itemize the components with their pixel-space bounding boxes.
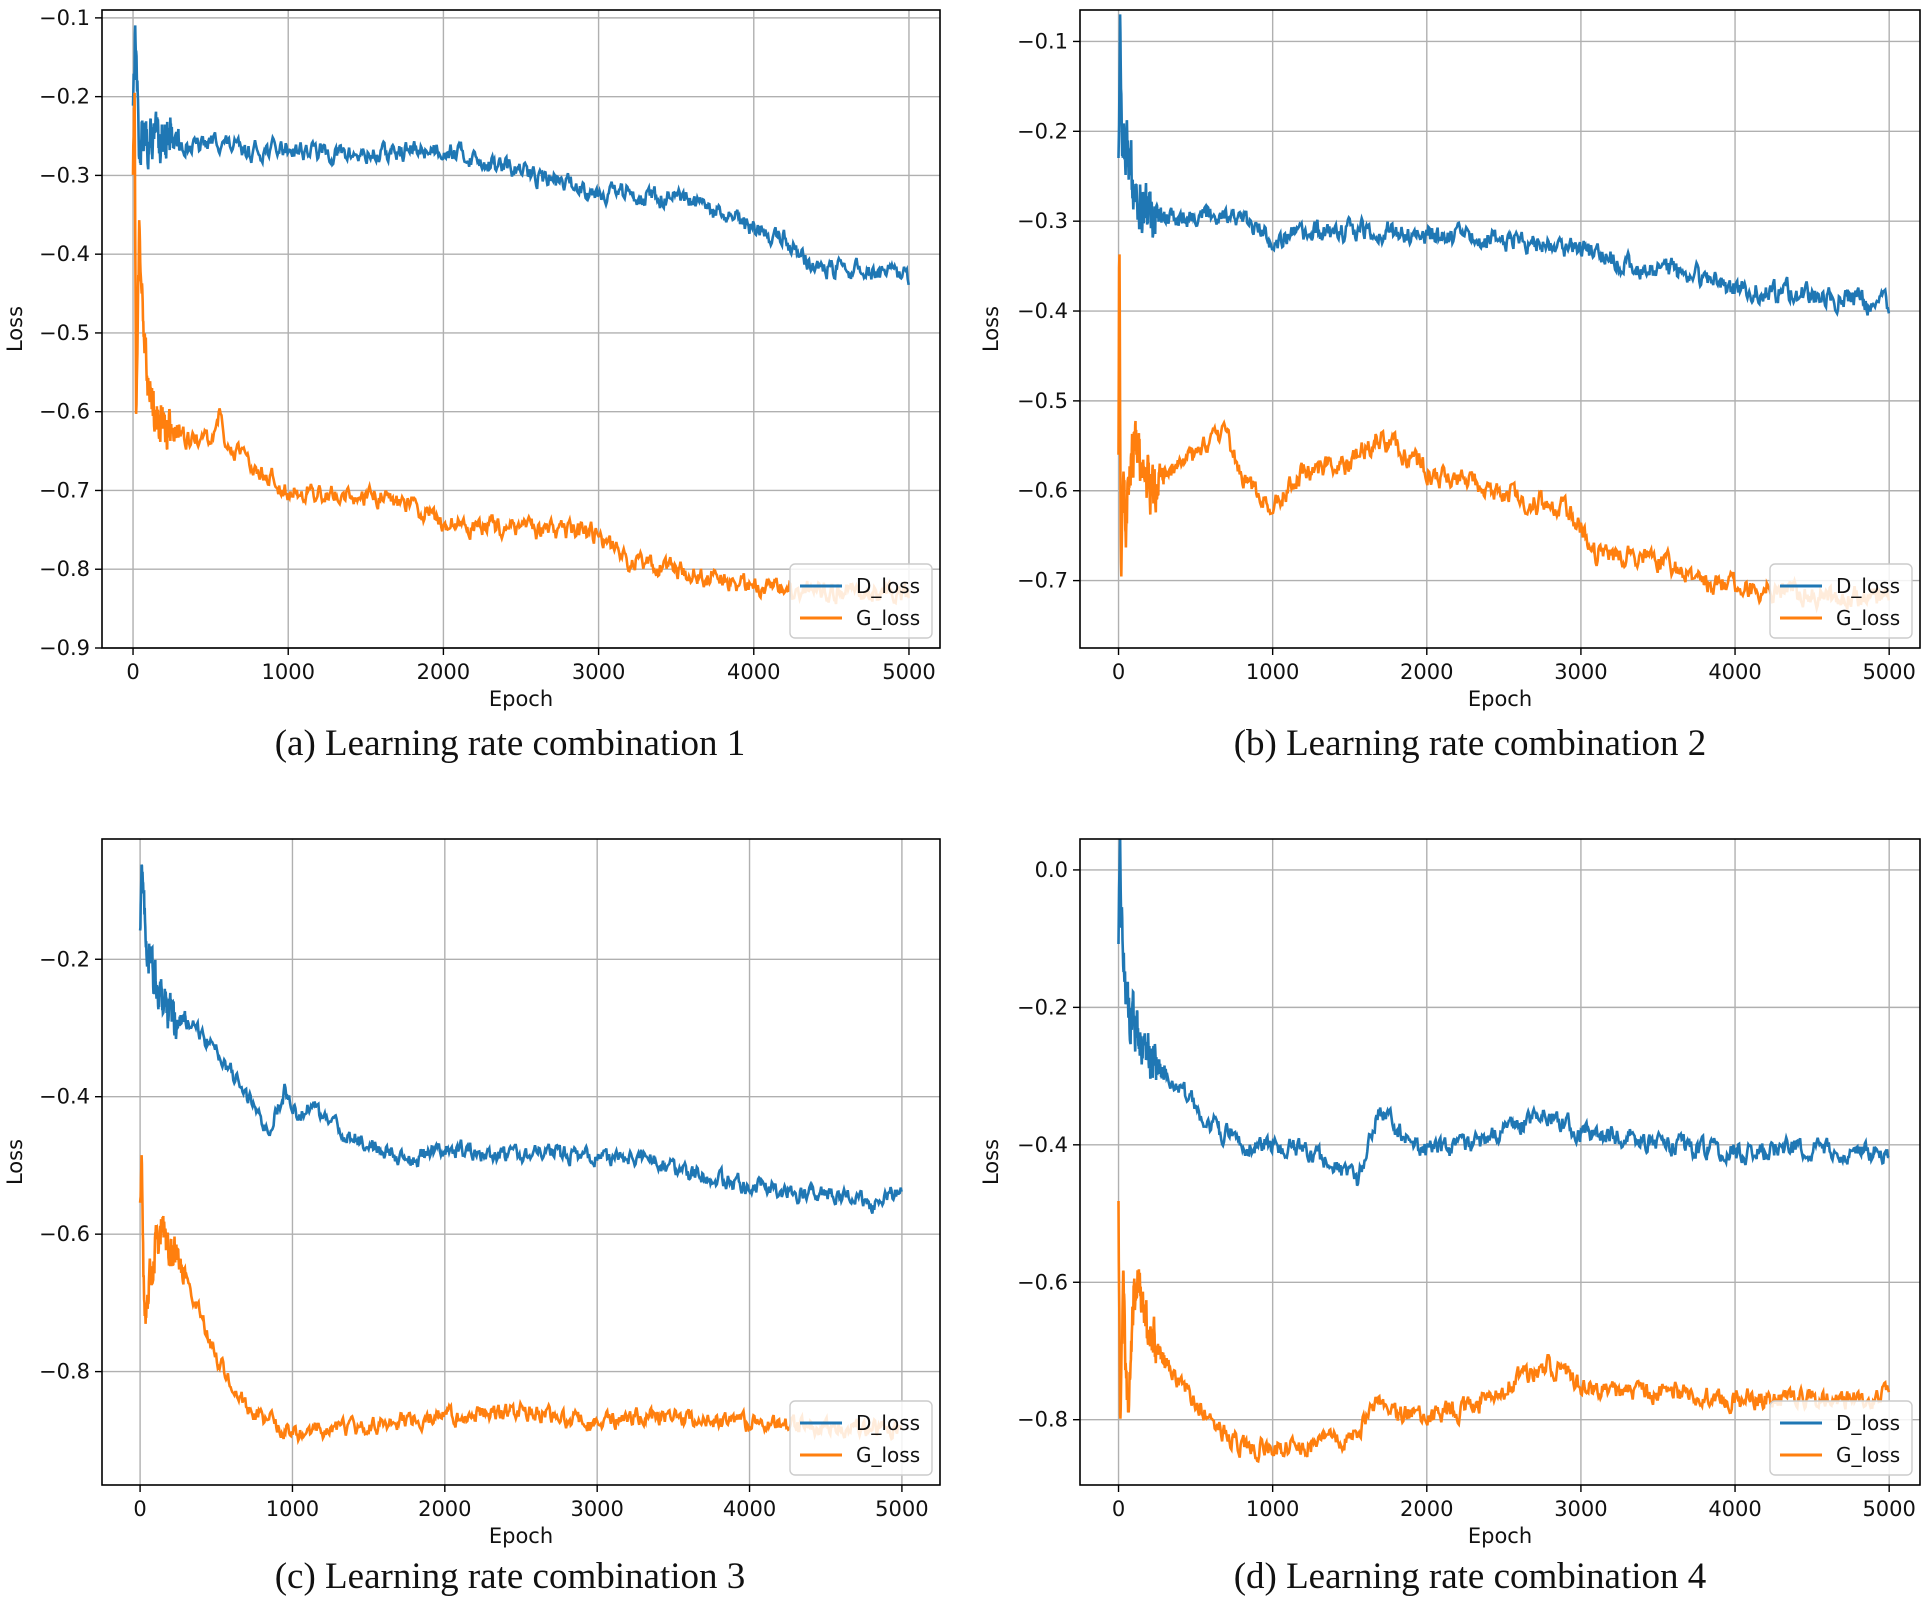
x-tick-label: 4000: [723, 1497, 776, 1521]
x-axis-label: Epoch: [1468, 687, 1532, 711]
x-tick-label: 1000: [266, 1497, 319, 1521]
y-tick-label: −0.9: [39, 636, 90, 660]
x-tick-label: 2000: [417, 660, 470, 684]
x-tick-label: 1000: [1246, 1497, 1299, 1521]
legend-label-d-loss: D_loss: [1836, 574, 1900, 598]
legend-label-g-loss: G_loss: [856, 606, 920, 630]
y-tick-label: −0.3: [1017, 209, 1068, 233]
y-tick-label: −0.4: [1017, 1133, 1068, 1157]
legend-label-d-loss: D_loss: [856, 574, 920, 598]
y-tick-label: −0.6: [39, 1222, 90, 1246]
y-tick-label: −0.2: [1017, 119, 1068, 143]
y-tick-label: −0.2: [39, 85, 90, 109]
y-tick-label: −0.8: [39, 1360, 90, 1384]
x-tick-label: 2000: [418, 1497, 471, 1521]
loss-chart-b: 0 1000 2000 3000 4000 5000 −0.7 −0.6 −0.5 −0.4 −0.…: [979, 9, 1921, 711]
legend-label-g-loss: G_loss: [1836, 1443, 1900, 1467]
x-tick-label: 5000: [882, 660, 935, 684]
series-line-d-loss: [1117, 14, 1891, 318]
loss-chart-c: 0 1000 2000 3000 4000 5000 −0.8 −0.6 −0.4 −0.2 Epo…: [3, 838, 941, 1548]
x-tick-label: 0: [126, 660, 139, 684]
y-axis-label: Loss: [3, 1139, 27, 1185]
x-axis-label: Epoch: [489, 687, 553, 711]
series-line-g-loss: [138, 1155, 903, 1446]
axes-frame: [101, 838, 941, 1486]
x-tick-label: 3000: [570, 1497, 623, 1521]
y-tick-label: −0.1: [39, 6, 90, 30]
series-line-g-loss: [1117, 1200, 1891, 1464]
y-tick-label: −0.1: [1017, 29, 1068, 53]
y-tick-label: −0.4: [1017, 299, 1068, 323]
y-tick-label: 0.0: [1035, 858, 1068, 882]
legend-label-d-loss: D_loss: [1836, 1411, 1900, 1435]
series-line-d-loss: [131, 25, 910, 286]
axes-frame: [101, 9, 941, 649]
x-axis-label: Epoch: [489, 1524, 553, 1548]
x-tick-label: 4000: [1708, 1497, 1761, 1521]
y-tick-label: −0.7: [1017, 569, 1068, 593]
y-tick-label: −0.3: [39, 163, 90, 187]
loss-chart-a: 0 1000 2000 3000 4000 5000 −0.9 −0.8 −0.7 −0.6 −0.…: [3, 6, 941, 711]
x-axis-label: Epoch: [1468, 1524, 1532, 1548]
y-tick-label: −0.6: [1017, 479, 1068, 503]
series-line-g-loss: [1117, 254, 1891, 614]
x-tick-label: 3000: [1554, 660, 1607, 684]
caption-b: (b) Learning rate combination 2: [1233, 723, 1707, 764]
y-tick-label: −0.2: [1017, 995, 1068, 1019]
caption-a: (a) Learning rate combination 1: [274, 723, 746, 764]
x-tick-label: 1000: [261, 660, 314, 684]
y-tick-label: −0.5: [1017, 389, 1068, 413]
x-tick-label: 0: [1112, 660, 1125, 684]
series-line-d-loss: [1117, 839, 1890, 1187]
x-tick-label: 4000: [1708, 660, 1761, 684]
y-tick-label: −0.8: [39, 557, 90, 581]
caption-d: (d) Learning rate combination 4: [1233, 1556, 1707, 1597]
legend-label-g-loss: G_loss: [856, 1443, 920, 1467]
x-tick-label: 0: [133, 1497, 146, 1521]
x-tick-label: 3000: [572, 660, 625, 684]
series-line-g-loss: [131, 92, 910, 606]
x-tick-label: 0: [1112, 1497, 1125, 1521]
x-tick-label: 5000: [1862, 660, 1915, 684]
legend-label-g-loss: G_loss: [1836, 606, 1900, 630]
y-tick-label: −0.2: [39, 947, 90, 971]
y-axis-label: Loss: [979, 1139, 1003, 1185]
x-tick-label: 4000: [727, 660, 780, 684]
loss-chart-d: 0 1000 2000 3000 4000 5000 −0.8 −0.6 −0.4 −0.2 0.0…: [979, 838, 1921, 1548]
x-tick-label: 2000: [1400, 660, 1453, 684]
y-axis-label: Loss: [3, 306, 27, 352]
x-tick-label: 1000: [1246, 660, 1299, 684]
y-tick-label: −0.6: [1017, 1270, 1068, 1294]
y-axis-label: Loss: [979, 306, 1003, 352]
legend-label-d-loss: D_loss: [856, 1411, 920, 1435]
x-tick-label: 5000: [1862, 1497, 1915, 1521]
caption-c: (c) Learning rate combination 3: [274, 1556, 746, 1597]
y-tick-label: −0.5: [39, 321, 90, 345]
x-tick-label: 5000: [875, 1497, 928, 1521]
y-tick-label: −0.4: [39, 1085, 90, 1109]
y-tick-label: −0.8: [1017, 1408, 1068, 1432]
y-tick-label: −0.6: [39, 400, 90, 424]
y-tick-label: −0.4: [39, 242, 90, 266]
axes-frame: [1079, 838, 1921, 1486]
series-line-d-loss: [138, 864, 903, 1214]
y-tick-label: −0.7: [39, 478, 90, 502]
x-tick-label: 2000: [1400, 1497, 1453, 1521]
axes-frame: [1079, 9, 1921, 649]
x-tick-label: 3000: [1554, 1497, 1607, 1521]
